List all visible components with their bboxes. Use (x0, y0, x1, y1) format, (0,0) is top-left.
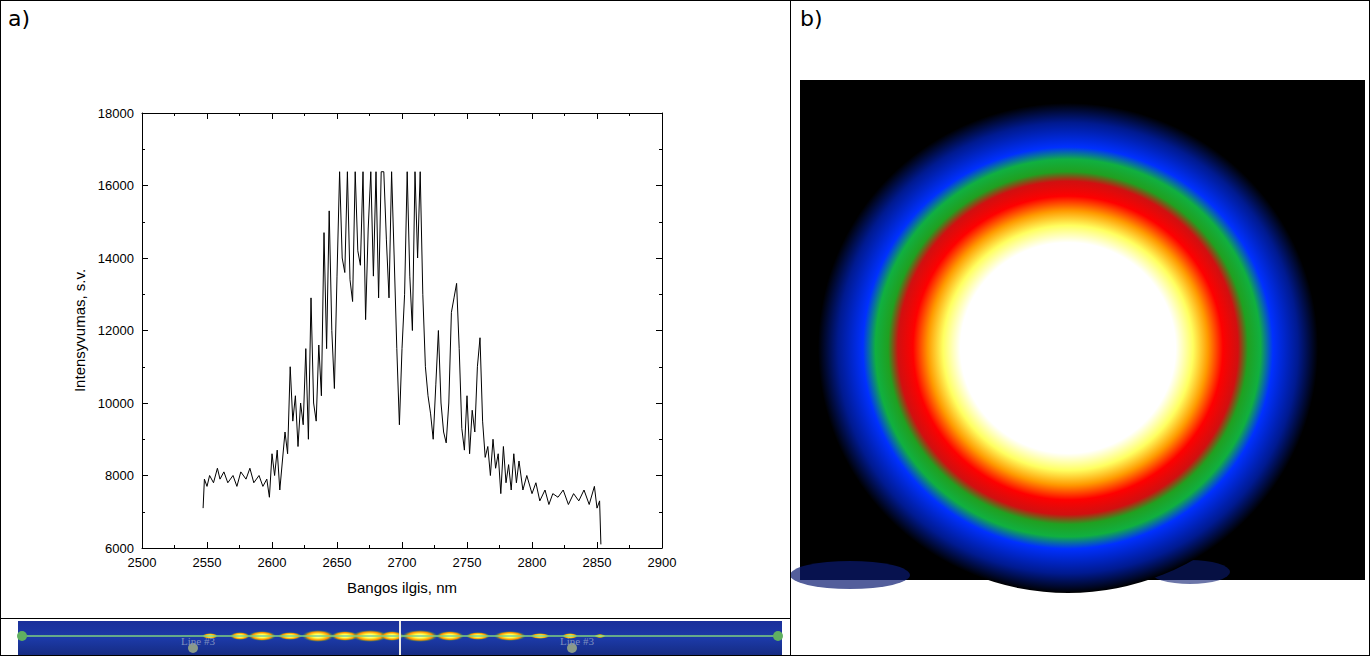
svg-text:2500: 2500 (128, 555, 157, 570)
svg-text:Line #3: Line #3 (181, 635, 215, 647)
svg-text:6000: 6000 (105, 541, 134, 556)
svg-text:18000: 18000 (98, 106, 134, 121)
svg-text:Bangos ilgis, nm: Bangos ilgis, nm (347, 579, 457, 596)
svg-text:2850: 2850 (583, 555, 612, 570)
svg-text:2700: 2700 (388, 555, 417, 570)
svg-text:12000: 12000 (98, 323, 134, 338)
svg-text:16000: 16000 (98, 178, 134, 193)
html-text:a): a) (8, 6, 31, 31)
svg-text:2750: 2750 (453, 555, 482, 570)
svg-text:14000: 14000 (98, 251, 134, 266)
svg-text:2600: 2600 (258, 555, 287, 570)
svg-text:2550: 2550 (193, 555, 222, 570)
svg-text:2650: 2650 (323, 555, 352, 570)
svg-text:8000: 8000 (105, 468, 134, 483)
svg-text:Intensyvumas, s.v.: Intensyvumas, s.v. (71, 269, 88, 392)
svg-text:10000: 10000 (98, 396, 134, 411)
html-text:b): b) (800, 6, 823, 31)
svg-text:2900: 2900 (648, 555, 677, 570)
svg-text:2800: 2800 (518, 555, 547, 570)
svg-text:Line #3: Line #3 (560, 635, 594, 647)
